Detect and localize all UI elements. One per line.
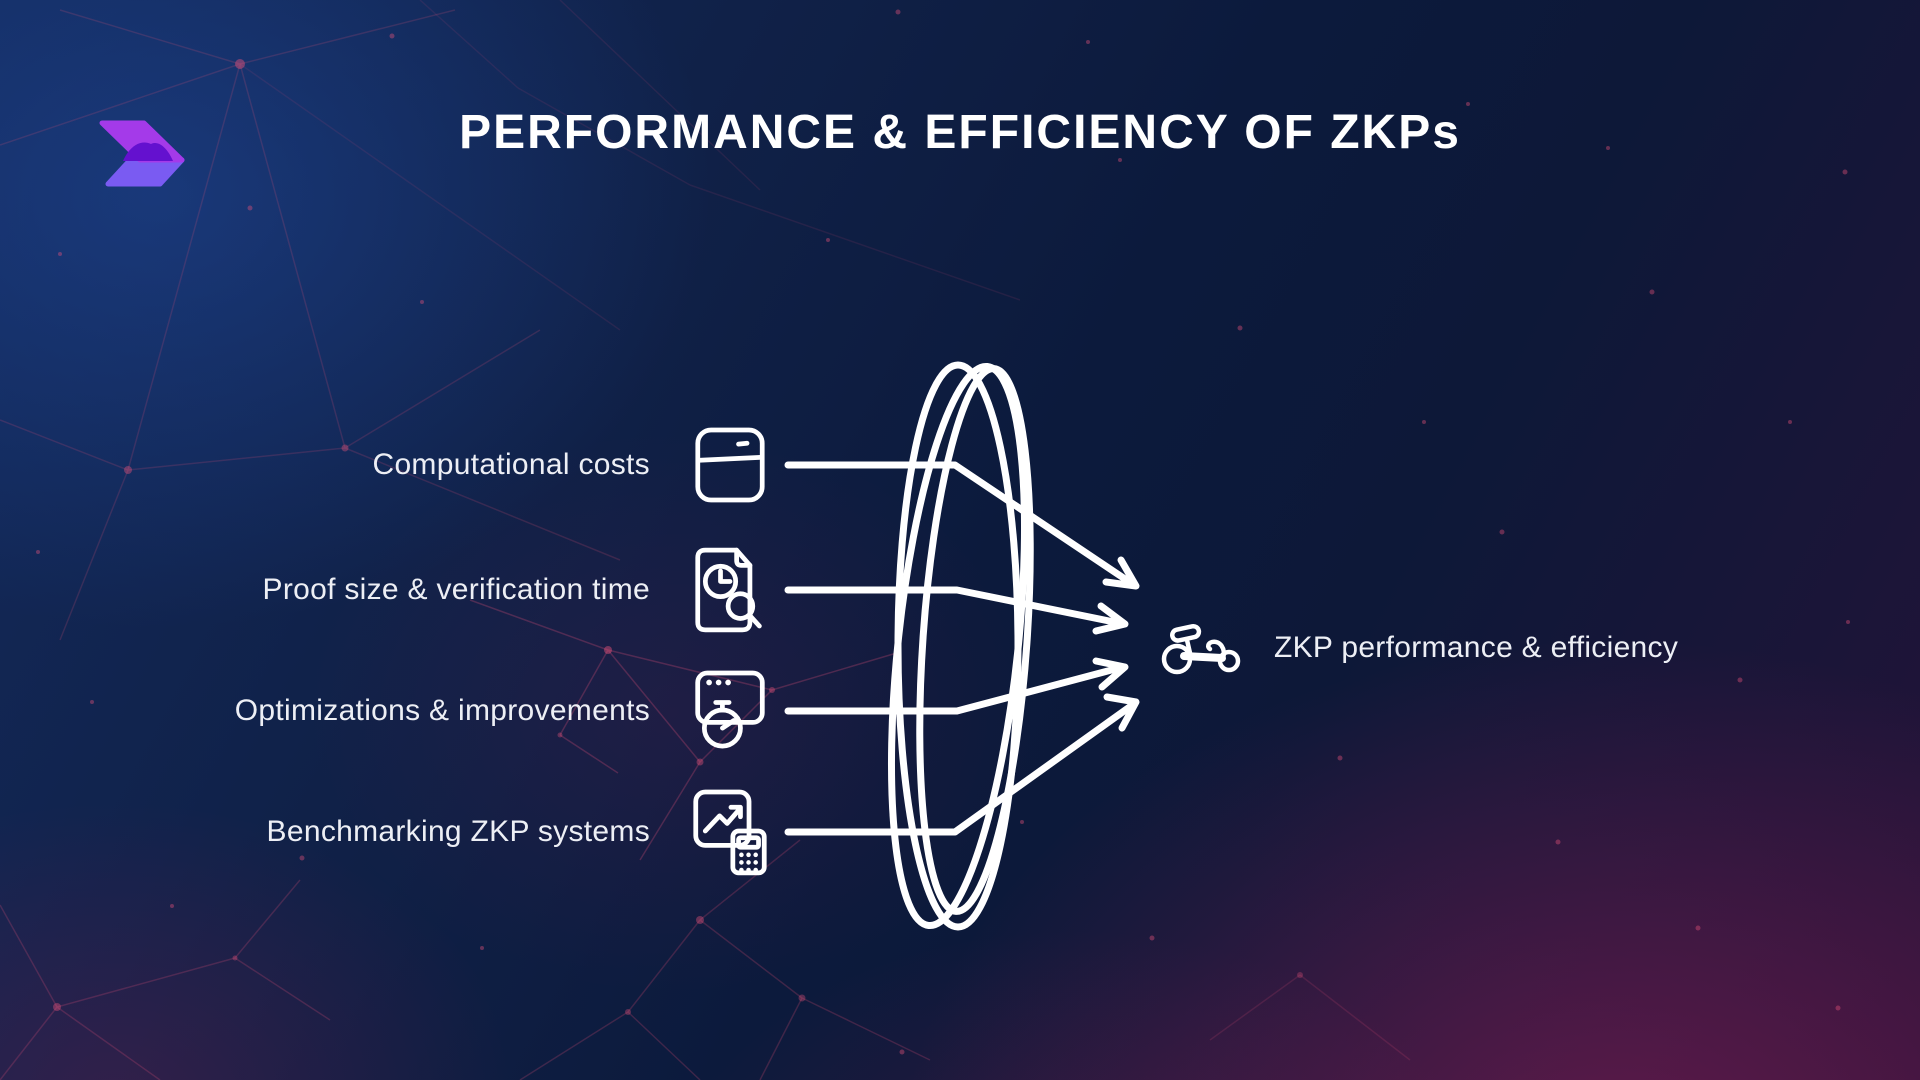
- factor-label: Computational costs: [372, 448, 650, 481]
- motorbike-icon: [1160, 620, 1244, 676]
- server-icon: [690, 420, 770, 510]
- factor-label: Benchmarking ZKP systems: [266, 815, 650, 848]
- factor-row-benchmarking: Benchmarking ZKP systems: [0, 787, 770, 877]
- ray-proof-size: [784, 586, 1129, 635]
- factor-label: Proof size & verification time: [262, 573, 650, 606]
- chart-calculator-icon: [690, 787, 770, 877]
- ray-computational-costs: [784, 461, 1140, 590]
- slide-title: PERFORMANCE & EFFICIENCY OF ZKPs: [459, 106, 1461, 159]
- result-row: ZKP performance & efficiency: [1160, 603, 1780, 693]
- ray-benchmarking: [784, 693, 1140, 836]
- logo: [99, 120, 185, 187]
- logo-overlap-shape: [123, 142, 173, 161]
- factor-row-optimizations: Optimizations & improvements: [0, 666, 770, 756]
- factor-label: Optimizations & improvements: [234, 694, 650, 727]
- browser-stopwatch-icon: [690, 666, 770, 756]
- ray-optimizations: [784, 657, 1129, 715]
- factor-row-computational-costs: Computational costs: [0, 420, 770, 510]
- lens-ellipse: [887, 361, 1034, 931]
- result-label: ZKP performance & efficiency: [1274, 631, 1679, 664]
- factor-row-proof-size: Proof size & verification time: [0, 545, 770, 635]
- document-clock-search-icon: [690, 545, 770, 635]
